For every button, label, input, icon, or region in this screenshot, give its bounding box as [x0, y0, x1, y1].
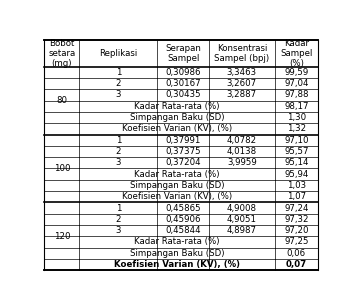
- Text: 0,30167: 0,30167: [165, 79, 201, 88]
- Text: 0,30986: 0,30986: [165, 68, 201, 77]
- Text: 0,37375: 0,37375: [165, 147, 201, 156]
- Text: 2: 2: [116, 215, 121, 224]
- Text: 0,45844: 0,45844: [165, 226, 201, 235]
- Text: 0,45865: 0,45865: [165, 203, 201, 212]
- Text: 0,07: 0,07: [286, 260, 307, 269]
- Text: 1,03: 1,03: [287, 181, 306, 190]
- Text: 0,30435: 0,30435: [165, 90, 201, 99]
- Text: 0,45906: 0,45906: [165, 215, 201, 224]
- Text: 1: 1: [116, 136, 121, 145]
- Text: 97,24: 97,24: [284, 203, 309, 212]
- Text: 3: 3: [116, 158, 121, 167]
- Text: 97,20: 97,20: [284, 226, 309, 235]
- Text: 95,94: 95,94: [284, 170, 309, 179]
- Text: Bobot
setara
(mg): Bobot setara (mg): [48, 39, 76, 68]
- Text: 4,9051: 4,9051: [227, 215, 257, 224]
- Text: 2: 2: [116, 147, 121, 156]
- Text: 1,30: 1,30: [287, 113, 306, 122]
- Text: 99,59: 99,59: [284, 68, 309, 77]
- Text: Serapan
Sampel: Serapan Sampel: [165, 44, 201, 63]
- Text: Koefisien Varian (KV), (%): Koefisien Varian (KV), (%): [122, 192, 232, 201]
- Text: Replikasi: Replikasi: [99, 49, 138, 58]
- Text: Konsentrasi
Sampel (bpj): Konsentrasi Sampel (bpj): [214, 44, 269, 63]
- Text: 0,06: 0,06: [287, 249, 306, 258]
- Text: Kadar Rata-rata (%): Kadar Rata-rata (%): [134, 237, 220, 246]
- Text: Kadar
Sampel
(%): Kadar Sampel (%): [280, 39, 312, 68]
- Text: 3,9959: 3,9959: [227, 158, 257, 167]
- Text: Koefisien Varian (KV), (%): Koefisien Varian (KV), (%): [114, 260, 240, 269]
- Text: Simpangan Baku (SD): Simpangan Baku (SD): [130, 181, 225, 190]
- Text: 95,14: 95,14: [284, 158, 309, 167]
- Text: 98,17: 98,17: [284, 102, 309, 111]
- Text: 97,88: 97,88: [284, 90, 309, 99]
- Text: 97,25: 97,25: [284, 237, 309, 246]
- Text: 2: 2: [116, 79, 121, 88]
- Text: Simpangan Baku (SD): Simpangan Baku (SD): [130, 249, 225, 258]
- Text: 4,8987: 4,8987: [227, 226, 257, 235]
- Text: 97,04: 97,04: [284, 79, 309, 88]
- Text: 0,37204: 0,37204: [165, 158, 201, 167]
- Text: 120: 120: [54, 232, 70, 241]
- Text: 4,9008: 4,9008: [227, 203, 257, 212]
- Text: 1: 1: [116, 203, 121, 212]
- Text: Kadar Rata-rata (%): Kadar Rata-rata (%): [134, 102, 220, 111]
- Text: 3,3463: 3,3463: [227, 68, 257, 77]
- Text: 95,57: 95,57: [284, 147, 309, 156]
- Text: 0,37991: 0,37991: [166, 136, 201, 145]
- Text: 100: 100: [54, 164, 70, 173]
- Text: 80: 80: [56, 96, 67, 105]
- Text: 1,07: 1,07: [287, 192, 306, 201]
- Text: 3: 3: [116, 90, 121, 99]
- Text: 97,32: 97,32: [284, 215, 309, 224]
- Text: 3,2607: 3,2607: [227, 79, 257, 88]
- Text: 1: 1: [116, 68, 121, 77]
- Text: 3,2887: 3,2887: [227, 90, 257, 99]
- Text: 4,0138: 4,0138: [227, 147, 257, 156]
- Text: Koefisien Varian (KV), (%): Koefisien Varian (KV), (%): [122, 124, 232, 133]
- Text: Kadar Rata-rata (%): Kadar Rata-rata (%): [134, 170, 220, 179]
- Text: 1,32: 1,32: [287, 124, 306, 133]
- Text: Simpangan Baku (SD): Simpangan Baku (SD): [130, 113, 225, 122]
- Text: 4,0782: 4,0782: [227, 136, 257, 145]
- Text: 3: 3: [116, 226, 121, 235]
- Text: 97,10: 97,10: [284, 136, 309, 145]
